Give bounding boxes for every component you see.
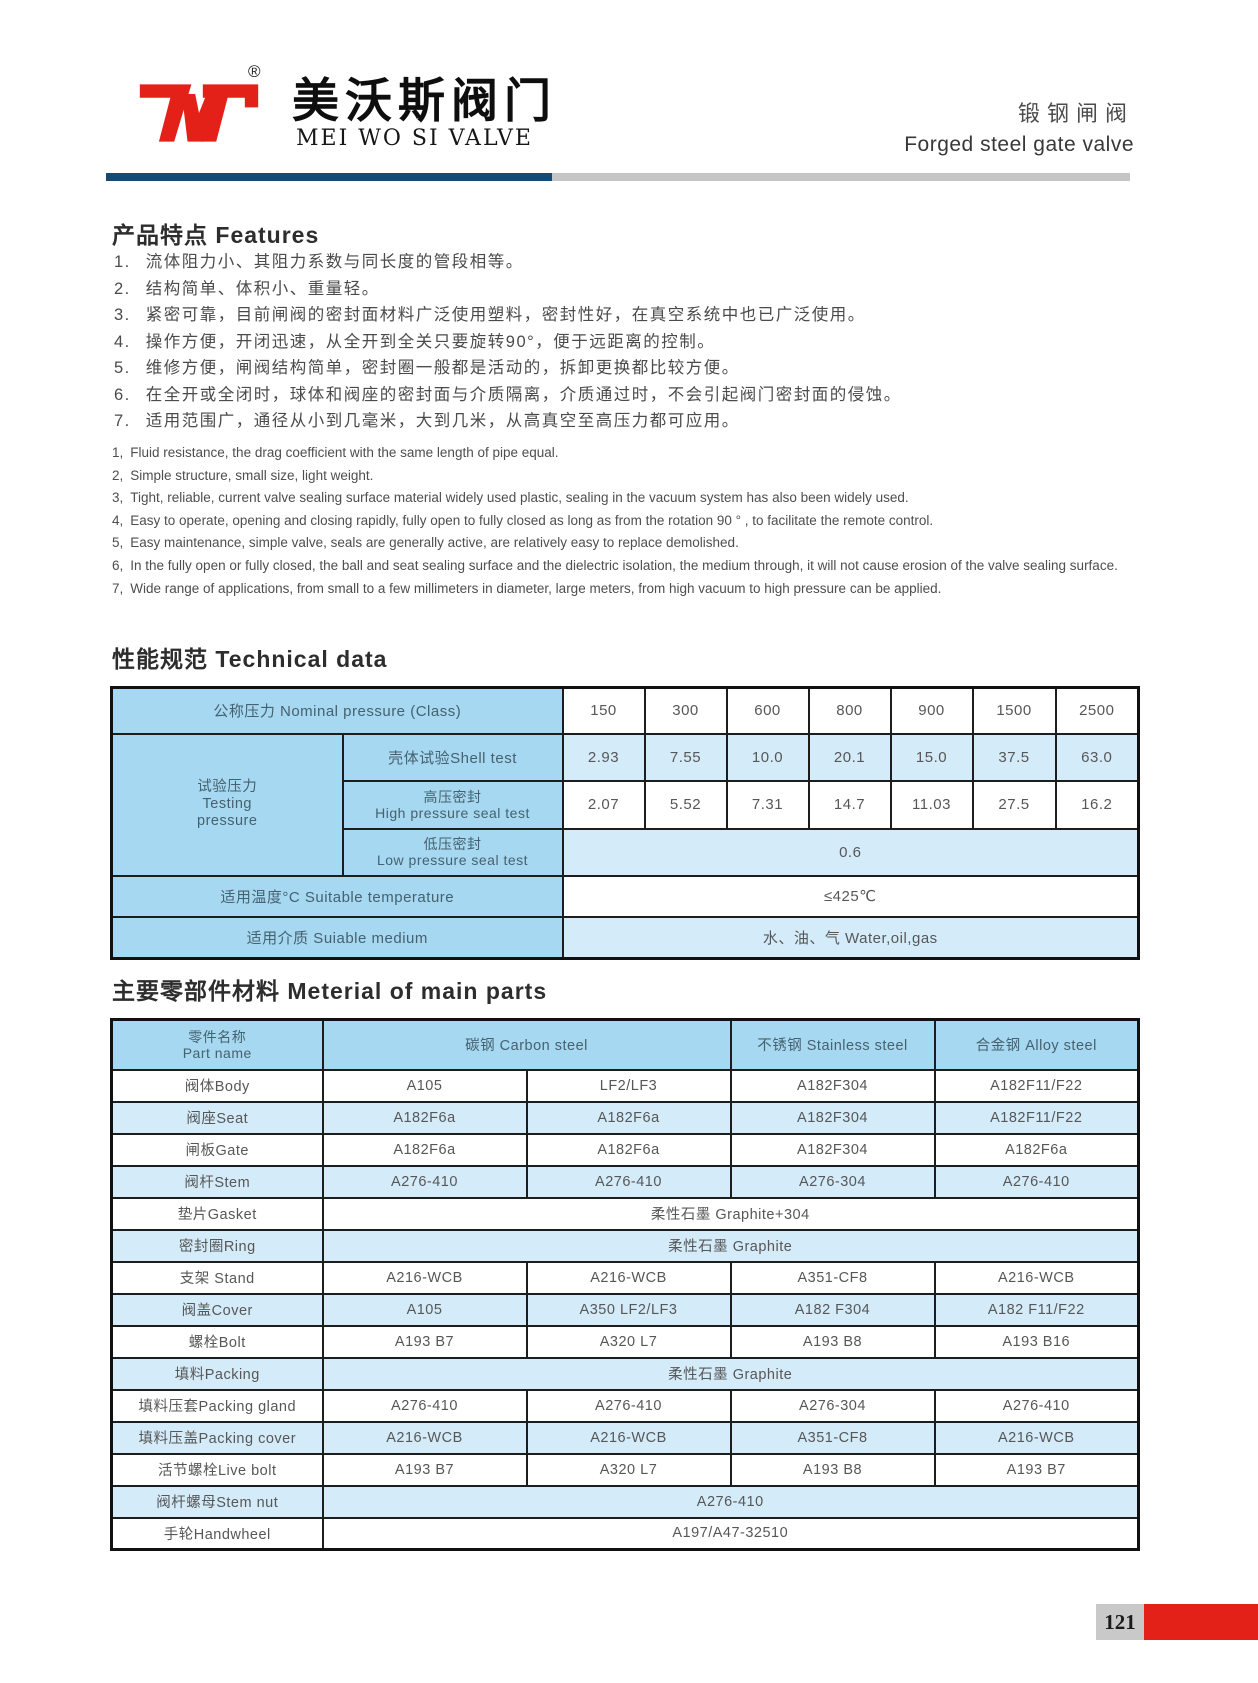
parts-row: 填料Packing 柔性石墨 Graphite: [110, 1356, 1140, 1391]
parts-row: 活节螺栓Live bolt A193 B7 A320 L7 A193 B8 A1…: [110, 1452, 1140, 1487]
header-divider: [106, 173, 1130, 181]
feature-item-en: 5, Easy maintenance, simple valve, seals …: [112, 535, 739, 551]
parts-row: 闸板Gate A182F6a A182F6a A182F304 A182F6a: [110, 1132, 1140, 1167]
class-value: 600: [725, 686, 810, 735]
part-name-header: 零件名称 Part name: [110, 1018, 324, 1071]
high-value: 7.31: [725, 779, 810, 830]
row-label: 壳体试验Shell test: [341, 732, 564, 782]
footer-red-bar: [1144, 1604, 1258, 1640]
product-name-chinese: 锻钢闸阀: [1017, 101, 1134, 126]
class-value: 1500: [971, 686, 1057, 735]
feature-item-cn: 4. 操作方便，开闭迅速，从全开到全关只要旋转90°，便于远距离的控制。: [114, 332, 716, 351]
testing-pressure-label: 试验压力 Testing pressure: [110, 732, 344, 877]
class-value: 2500: [1054, 686, 1140, 735]
class-value: 300: [643, 686, 728, 735]
temperature-value: ≤425℃: [561, 874, 1140, 918]
materials-section-title: 主要零部件材料 Meterial of main parts: [112, 978, 548, 1004]
row-label: 适用温度°C Suitable temperature: [110, 874, 564, 918]
row-label: 适用介质 Suiable medium: [110, 915, 564, 960]
parts-row: 密封圈Ring 柔性石墨 Graphite: [110, 1228, 1140, 1263]
row-label: 低压密封 Low pressure seal test: [341, 827, 564, 877]
shell-value: 15.0: [889, 732, 974, 782]
parts-row: 垫片Gasket 柔性石墨 Graphite+304: [110, 1196, 1140, 1231]
shell-value: 10.0: [725, 732, 810, 782]
feature-item-en: 2, Simple structure, small size, light we…: [112, 467, 374, 483]
class-value: 150: [561, 686, 646, 735]
shell-value: 7.55: [643, 732, 728, 782]
shell-value: 20.1: [807, 732, 892, 782]
row-label: 高压密封 High pressure seal test: [341, 779, 564, 830]
high-value: 11.03: [889, 779, 974, 830]
brand-logo-icon: [139, 84, 259, 142]
high-value: 16.2: [1054, 779, 1140, 830]
brand-name-english: MEI WO SI VALVE: [296, 126, 533, 151]
feature-item-cn: 6. 在全开或全闭时，球体和阀座的密封面与介质隔离，介质通过时，不会引起阀门密封面…: [114, 385, 902, 404]
product-title-block: 锻钢闸阀 Forged steel gate valve: [904, 96, 1134, 157]
medium-row: 适用介质 Suiable medium 水、油、气 Water,oil,gas: [110, 915, 1140, 960]
shell-value: 63.0: [1054, 732, 1140, 782]
feature-item-cn: 5. 维修方便，闸阀结构简单，密封圈一般都是活动的，拆卸更换都比较方便。: [114, 359, 740, 377]
feature-item-en: 6, In the fully open or fully closed, the…: [112, 557, 1118, 573]
class-value: 900: [889, 686, 974, 735]
feature-item-en: 4, Easy to operate, opening and closing r…: [112, 512, 934, 528]
parts-row: 填料压盖Packing cover A216-WCB A216-WCB A351…: [110, 1420, 1140, 1455]
shell-value: 37.5: [971, 732, 1057, 782]
shell-test-row: 试验压力 Testing pressure 壳体试验Shell test 2.9…: [110, 732, 1140, 877]
class-value: 800: [807, 686, 892, 735]
medium-value: 水、油、气 Water,oil,gas: [561, 915, 1140, 960]
high-value: 27.5: [971, 779, 1057, 830]
technical-section-title: 性能规范 Technical data: [112, 646, 388, 672]
low-value: 0.6: [561, 827, 1140, 877]
parts-row: 阀杆螺母Stem nut A276-410: [110, 1484, 1140, 1519]
feature-item-cn: 1. 流体阻力小、其阻力系数与同长度的管段相等。: [114, 253, 524, 271]
nominal-pressure-row: 公称压力 Nominal pressure (Class) 150 300 60…: [110, 686, 1140, 735]
materials-header-row: 零件名称 Part name 碳钢 Carbon steel 不锈钢 Stain…: [110, 1018, 1140, 1071]
parts-row: 支架 Stand A216-WCB A216-WCB A351-CF8 A216…: [110, 1260, 1140, 1295]
stainless-steel-header: 不锈钢 Stainless steel: [729, 1018, 936, 1071]
row-label: 公称压力 Nominal pressure (Class): [110, 686, 564, 735]
low-pressure-row: 低压密封 Low pressure seal test 0.6: [112, 827, 1140, 877]
product-name-english: Forged steel gate valve: [904, 133, 1134, 156]
divider-navy-segment: [106, 173, 552, 181]
feature-item-en: 1, Fluid resistance, the drag coefficient…: [112, 445, 559, 460]
parts-row: 填料压套Packing gland A276-410 A276-410 A276…: [110, 1388, 1140, 1423]
parts-row: 螺栓Bolt A193 B7 A320 L7 A193 B8 A193 B16: [110, 1324, 1140, 1359]
carbon-steel-header: 碳钢 Carbon steel: [321, 1018, 732, 1071]
parts-row: 阀杆Stem A276-410 A276-410 A276-304 A276-4…: [110, 1164, 1140, 1199]
temperature-row: 适用温度°C Suitable temperature ≤425℃: [110, 874, 1140, 918]
feature-item-en: 3, Tight, reliable, current valve sealing…: [112, 490, 909, 506]
feature-item-cn: 2. 结构简单、体积小、重量轻。: [114, 279, 380, 298]
feature-item-en: 7, Wide range of applications, from small…: [112, 580, 942, 596]
high-value: 5.52: [643, 779, 728, 830]
features-section-title: 产品特点 Features: [112, 222, 320, 248]
high-value: 2.07: [561, 779, 646, 830]
feature-item-cn: 7. 适用范围广，通径从小到几毫米，大到几米，从高真空至高压力都可应用。: [114, 412, 740, 430]
alloy-steel-header: 合金钢 Alloy steel: [933, 1018, 1140, 1071]
divider-gray-segment: [552, 173, 1130, 181]
logo-left-stroke: [139, 84, 192, 142]
high-value: 14.7: [807, 779, 892, 830]
parts-row: 手轮Handwheel A197/A47-32510: [110, 1516, 1140, 1551]
feature-item-cn: 3. 紧密可靠，目前闸阀的密封面材料广泛使用塑料，密封性好，在真空系统中也已广泛使…: [114, 306, 866, 324]
parts-row: 阀座Seat A182F6a A182F6a A182F304 A182F11/…: [110, 1100, 1140, 1135]
shell-value: 2.93: [561, 732, 646, 782]
registered-trademark-icon: ®: [248, 62, 261, 81]
materials-table: 零件名称 Part name 碳钢 Carbon steel 不锈钢 Stain…: [110, 1018, 1140, 1551]
brand-name-chinese: 美沃斯阀门: [292, 74, 557, 129]
technical-data-table: 公称压力 Nominal pressure (Class) 150 300 60…: [110, 686, 1141, 960]
parts-row: 阀盖Cover A105 A350 LF2/LF3 A182 F304 A182…: [110, 1292, 1140, 1327]
features-list-chinese: 1. 流体阻力小、其阻力系数与同长度的管段相等。 2. 结构简单、体积小、重量轻。 …: [114, 254, 1124, 440]
page-number: 121: [1096, 1604, 1144, 1640]
parts-row: 阀体Body A105 LF2/LF3 A182F304 A182F11/F22: [110, 1068, 1140, 1103]
features-list-english: 1, Fluid resistance, the drag coefficient…: [112, 446, 1152, 604]
high-pressure-row: 高压密封 High pressure seal test 2.07 5.52 7…: [112, 779, 1140, 830]
logo-right-stroke: [200, 84, 259, 142]
